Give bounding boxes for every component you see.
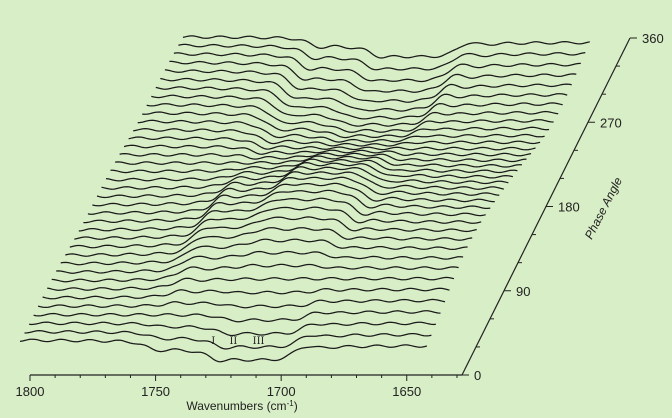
trace-16 bbox=[92, 176, 500, 207]
trace-1 bbox=[24, 329, 432, 350]
x-tick-label-1700: 1700 bbox=[267, 384, 296, 399]
trace-24 bbox=[128, 136, 536, 151]
trace-32 bbox=[164, 69, 572, 103]
trace-17 bbox=[96, 171, 504, 199]
trace-31 bbox=[160, 77, 568, 112]
band-label-III: III bbox=[253, 336, 265, 347]
trace-15 bbox=[87, 182, 495, 215]
trace-0 bbox=[19, 338, 428, 363]
trace-group bbox=[19, 35, 590, 363]
trace-12 bbox=[74, 206, 482, 240]
trace-6 bbox=[47, 276, 455, 291]
trace-25 bbox=[133, 127, 541, 147]
x-tick-label-1750: 1750 bbox=[141, 384, 170, 399]
phase-axis: 0 90 180 270 360 bbox=[461, 31, 664, 383]
trace-28 bbox=[146, 103, 554, 133]
trace-5 bbox=[42, 287, 450, 300]
trace-11 bbox=[69, 216, 477, 249]
phase-tick-label-180: 180 bbox=[558, 200, 580, 215]
trace-10 bbox=[65, 227, 473, 257]
trace-27 bbox=[142, 111, 550, 139]
phase-tick-label-90: 90 bbox=[516, 284, 530, 299]
band-label-II: II bbox=[229, 336, 237, 347]
phase-tick-label-360: 360 bbox=[642, 31, 664, 46]
band-label-I: I bbox=[211, 336, 215, 347]
phase-tick-label-0: 0 bbox=[474, 368, 481, 383]
trace-18 bbox=[101, 166, 509, 190]
trace-19 bbox=[105, 161, 514, 182]
trace-4 bbox=[37, 298, 446, 309]
trace-29 bbox=[151, 94, 559, 127]
trace-21 bbox=[115, 155, 522, 168]
trace-3 bbox=[33, 310, 441, 323]
phase-axis-title: Phase Angle bbox=[582, 175, 625, 242]
trace-26 bbox=[137, 119, 545, 143]
trace-9 bbox=[60, 238, 468, 266]
trace-35 bbox=[178, 43, 586, 71]
trace-7 bbox=[51, 263, 459, 283]
x-tick-label-1800: 1800 bbox=[16, 384, 45, 399]
trace-8 bbox=[56, 250, 464, 274]
trace-22 bbox=[119, 152, 527, 163]
trace-14 bbox=[83, 189, 491, 224]
band-labels: I II III bbox=[211, 336, 264, 347]
trace-36 bbox=[182, 35, 590, 59]
trace-2 bbox=[29, 321, 436, 337]
phase-tick-label-270: 270 bbox=[600, 115, 622, 130]
x-axis-title: Wavenumbers (cm-1) bbox=[186, 399, 297, 413]
trace-30 bbox=[155, 86, 563, 120]
trace-23 bbox=[123, 144, 532, 157]
x-tick-label-1650: 1650 bbox=[392, 384, 421, 399]
trace-20 bbox=[110, 158, 518, 174]
trace-33 bbox=[169, 60, 577, 93]
trace-13 bbox=[78, 197, 486, 232]
trace-34 bbox=[173, 52, 581, 83]
x-axis: 1800 1750 1700 1650 bbox=[16, 374, 462, 399]
